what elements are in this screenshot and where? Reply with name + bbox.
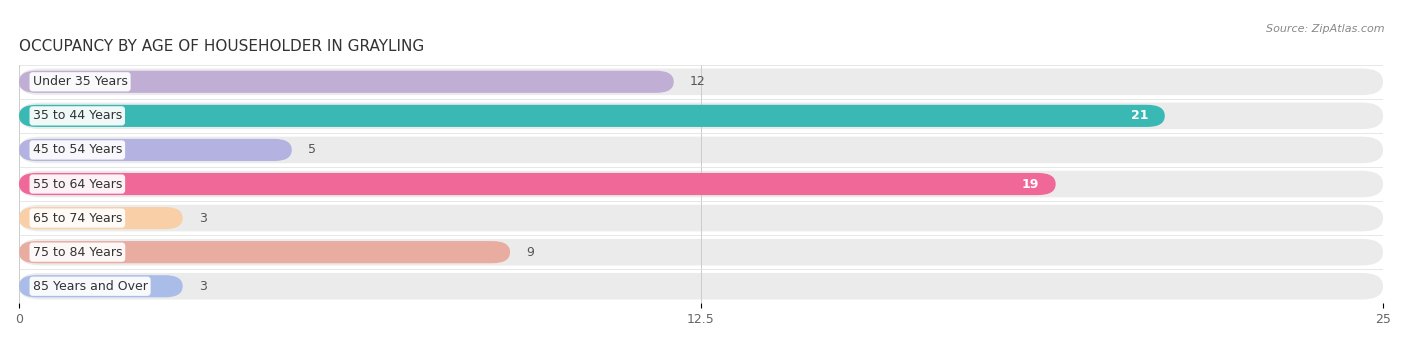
Text: Under 35 Years: Under 35 Years bbox=[32, 75, 128, 88]
Text: 5: 5 bbox=[308, 144, 316, 157]
Text: 45 to 54 Years: 45 to 54 Years bbox=[32, 144, 122, 157]
Text: 3: 3 bbox=[200, 280, 207, 293]
FancyBboxPatch shape bbox=[20, 173, 1056, 195]
Text: 21: 21 bbox=[1130, 109, 1149, 122]
Text: 19: 19 bbox=[1022, 178, 1039, 191]
Text: 3: 3 bbox=[200, 212, 207, 225]
Text: 9: 9 bbox=[526, 246, 534, 259]
FancyBboxPatch shape bbox=[20, 275, 183, 297]
FancyBboxPatch shape bbox=[20, 171, 1384, 197]
FancyBboxPatch shape bbox=[20, 103, 1384, 129]
Text: 12: 12 bbox=[690, 75, 706, 88]
Text: 85 Years and Over: 85 Years and Over bbox=[32, 280, 148, 293]
FancyBboxPatch shape bbox=[20, 137, 1384, 163]
FancyBboxPatch shape bbox=[20, 273, 1384, 299]
Text: 65 to 74 Years: 65 to 74 Years bbox=[32, 212, 122, 225]
FancyBboxPatch shape bbox=[20, 69, 1384, 95]
FancyBboxPatch shape bbox=[20, 205, 1384, 232]
Text: 35 to 44 Years: 35 to 44 Years bbox=[32, 109, 122, 122]
FancyBboxPatch shape bbox=[20, 239, 1384, 265]
Text: OCCUPANCY BY AGE OF HOUSEHOLDER IN GRAYLING: OCCUPANCY BY AGE OF HOUSEHOLDER IN GRAYL… bbox=[20, 39, 425, 54]
FancyBboxPatch shape bbox=[20, 241, 510, 263]
Text: Source: ZipAtlas.com: Source: ZipAtlas.com bbox=[1267, 24, 1385, 34]
FancyBboxPatch shape bbox=[20, 105, 1164, 127]
Text: 55 to 64 Years: 55 to 64 Years bbox=[32, 178, 122, 191]
FancyBboxPatch shape bbox=[20, 207, 183, 229]
Text: 75 to 84 Years: 75 to 84 Years bbox=[32, 246, 122, 259]
FancyBboxPatch shape bbox=[20, 139, 292, 161]
FancyBboxPatch shape bbox=[20, 71, 673, 93]
